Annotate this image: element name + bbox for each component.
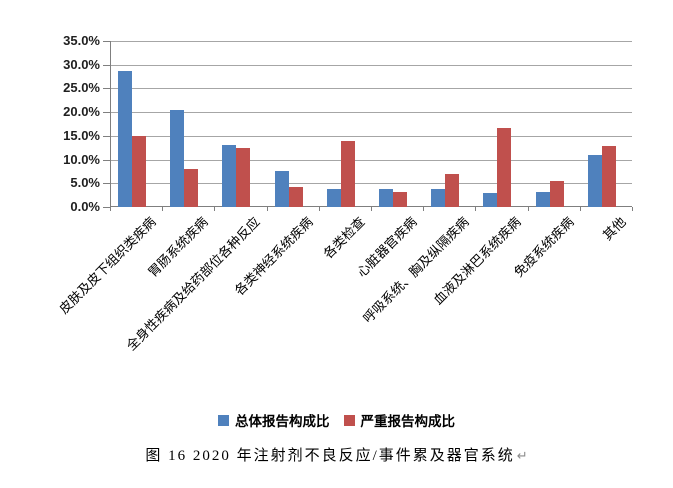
bar-series1-cat6 — [445, 173, 459, 207]
y-tick — [103, 88, 110, 90]
x-tick — [528, 207, 529, 211]
bar-series1-cat3 — [289, 187, 303, 207]
y-axis-label-20.0%: 20.0% — [63, 104, 100, 120]
y-axis-label-5.0%: 5.0% — [70, 175, 100, 191]
bar-series0-cat6 — [431, 188, 445, 207]
paragraph-return-mark: ↵ — [516, 448, 528, 463]
bar-series0-cat7 — [483, 192, 497, 207]
bar-series1-cat8 — [550, 180, 564, 207]
legend-marker-red-icon — [343, 414, 355, 426]
y-tick — [103, 41, 110, 42]
x-tick — [632, 207, 633, 211]
x-tick — [110, 207, 111, 211]
bar-series0-cat5 — [379, 189, 393, 207]
gridline-10 — [110, 159, 632, 161]
bar-series1-cat5 — [393, 191, 407, 207]
caption-text: 图 16 2020 年注射剂不良反应/事件累及器官系统 — [145, 448, 515, 464]
legend-item-serious: 严重报告构成比 — [343, 410, 456, 430]
legend: 总体报告构成比 严重报告构成比 — [0, 410, 673, 430]
bar-series1-cat9 — [602, 146, 616, 207]
bar-series0-cat2 — [222, 145, 236, 207]
x-tick — [319, 207, 320, 211]
gridline-25 — [110, 88, 632, 90]
bar-series0-cat4 — [327, 188, 341, 207]
bar-series1-cat2 — [236, 147, 250, 207]
y-tick — [103, 183, 110, 185]
x-tick — [423, 207, 424, 211]
x-tick — [580, 207, 581, 211]
bar-series1-cat7 — [497, 128, 511, 207]
legend-marker-blue-icon — [218, 414, 229, 426]
y-tick — [103, 112, 110, 114]
y-tick — [103, 159, 110, 161]
bar-series1-cat0 — [132, 136, 146, 207]
figure-caption: 图 16 2020 年注射剂不良反应/事件累及器官系统 ↵ — [0, 444, 673, 465]
x-axis-label-9: 其他 — [599, 214, 629, 244]
legend-label-serious: 严重报告构成比 — [360, 414, 456, 429]
bar-series0-cat9 — [588, 155, 602, 207]
y-axis-label-15.0%: 15.0% — [63, 127, 100, 143]
y-tick — [103, 207, 110, 208]
plot-area — [110, 41, 632, 208]
bar-series1-cat4 — [341, 140, 355, 207]
x-tick — [371, 207, 372, 211]
gridline-30 — [110, 64, 632, 66]
bar-series0-cat3 — [275, 170, 289, 207]
y-axis-label-0.0%: 0.0% — [70, 199, 100, 214]
legend-label-total: 总体报告构成比 — [235, 414, 330, 429]
x-tick — [267, 207, 268, 211]
bar-series0-cat0 — [118, 71, 132, 207]
y-axis-label-35.0%: 35.0% — [63, 33, 100, 48]
gridline-20 — [110, 112, 632, 114]
bar-series0-cat8 — [536, 191, 550, 207]
y-axis-line — [110, 41, 111, 208]
gridline-15 — [110, 135, 632, 137]
gridline-0 — [110, 206, 632, 207]
x-tick — [162, 207, 163, 211]
x-axis-label-4: 各类检查 — [320, 214, 368, 262]
x-tick — [475, 207, 476, 211]
bar-series0-cat1 — [170, 110, 184, 207]
y-tick — [103, 135, 110, 137]
y-tick — [103, 64, 110, 66]
gridline-5 — [110, 183, 632, 185]
bar-series1-cat1 — [184, 169, 198, 207]
y-axis-label-30.0%: 30.0% — [63, 56, 100, 72]
y-axis-label-10.0%: 10.0% — [63, 151, 100, 167]
gridline-35 — [110, 41, 632, 42]
y-axis-label-25.0%: 25.0% — [63, 80, 100, 96]
x-tick — [214, 207, 215, 211]
legend-item-total: 总体报告构成比 — [218, 410, 330, 430]
